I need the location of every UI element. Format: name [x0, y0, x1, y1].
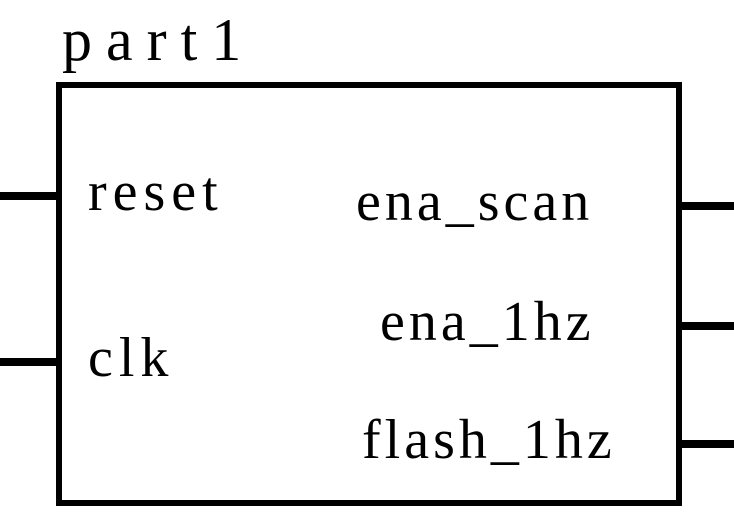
module-title: part1: [62, 6, 255, 75]
wire-ena-1hz: [682, 322, 734, 330]
diagram-canvas: part1 reset clk ena_scan ena_1hz flash_1…: [0, 0, 734, 518]
port-label-ena-1hz: ena_1hz: [380, 290, 595, 354]
wire-reset: [0, 192, 56, 200]
port-label-reset: reset: [88, 160, 224, 224]
port-label-flash-1hz: flash_1hz: [362, 408, 616, 472]
wire-clk: [0, 358, 56, 366]
wire-ena-scan: [682, 202, 734, 210]
port-label-ena-scan: ena_scan: [356, 170, 593, 234]
wire-flash-1hz: [682, 440, 734, 448]
port-label-clk: clk: [88, 326, 174, 390]
